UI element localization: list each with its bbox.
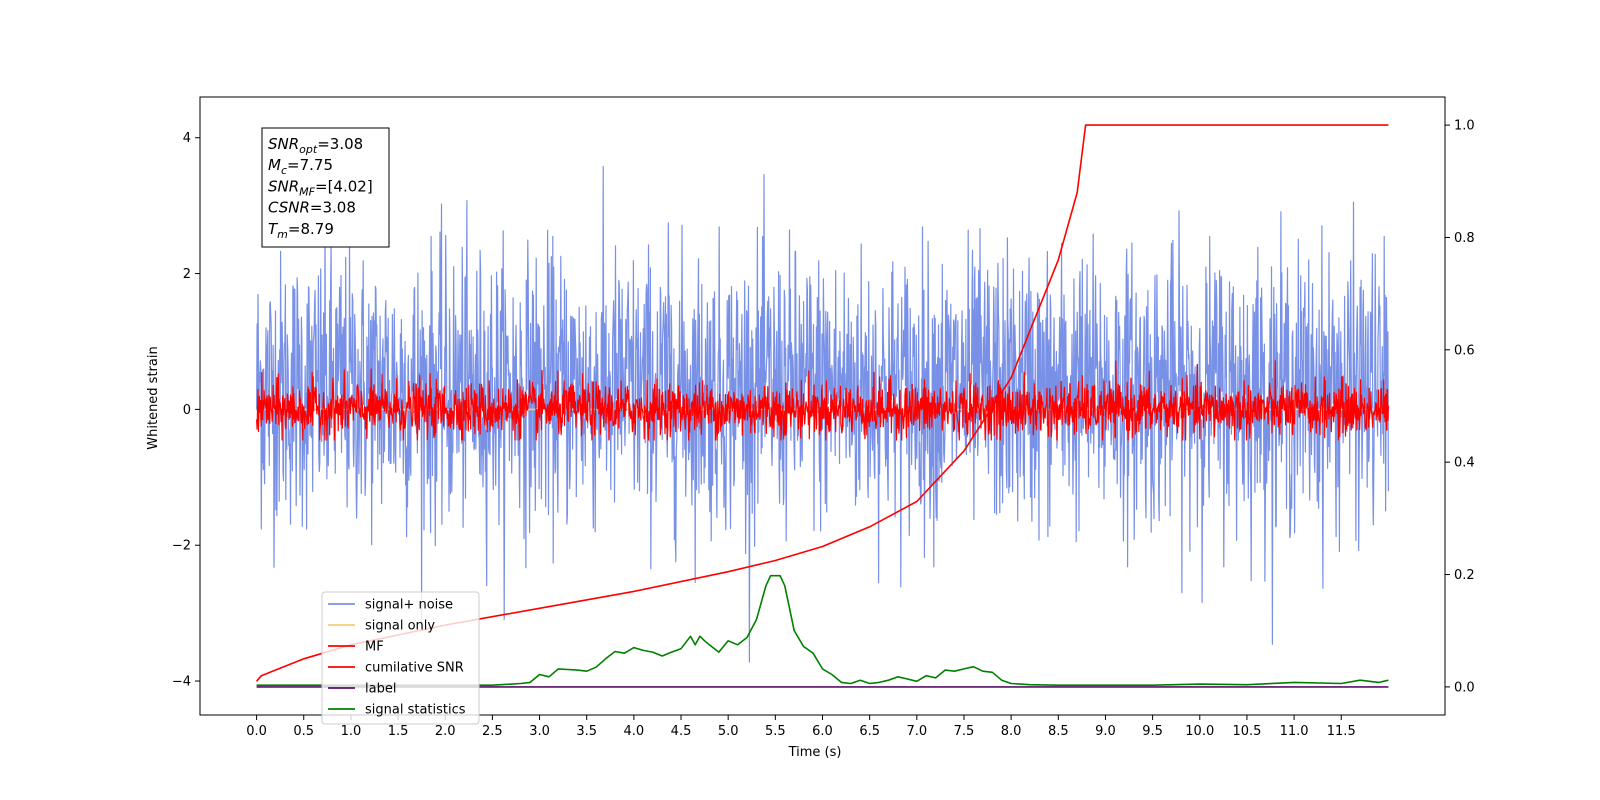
y2-tick-label: 0.2 (1454, 568, 1475, 583)
x-axis-label: Time (s) (788, 745, 842, 760)
x-tick-label: 11.5 (1327, 724, 1356, 739)
axes: 0.0 0.5 1.0 1.5 2.0 2.5 3.0 3.5 4.0 4.5 5.0 5.5 6.0 6… (172, 96, 1475, 739)
x-tick-label: 2.0 (435, 724, 456, 739)
legend-label-label: label (365, 682, 396, 697)
annotation-text: Mc=7.75 (268, 156, 333, 177)
x-tick-label: 8.5 (1048, 724, 1069, 739)
y-tick-label: 2 (183, 267, 191, 282)
x-tick-label: 5.5 (765, 724, 786, 739)
x-tick-label: 1.5 (388, 724, 409, 739)
x-tick-label: 1.0 (341, 724, 362, 739)
x-tick-label: 6.5 (859, 724, 880, 739)
x-tick-label: 9.5 (1142, 724, 1163, 739)
x-tick-label: 3.0 (529, 724, 550, 739)
legend-label-cumilative-snr: cumilative SNR (365, 661, 464, 676)
y-tick-label: −4 (172, 675, 191, 690)
x-tick-label: 8.0 (1001, 724, 1022, 739)
x-tick-label: 4.5 (671, 724, 692, 739)
annotation-text: SNRopt=3.08 (268, 135, 363, 156)
x-tick-label: 10.5 (1232, 724, 1261, 739)
x-tick-label: 9.0 (1095, 724, 1116, 739)
legend-label-signal-statistics: signal statistics (365, 703, 466, 718)
annotation-frame (261, 127, 390, 248)
annotation-text: SNRMF=[4.02] (268, 177, 373, 198)
legend-label-mf: MF (365, 640, 384, 655)
x-tick-label: 7.0 (906, 724, 927, 739)
y-tick-label: −2 (172, 539, 191, 554)
annotation-text: Tm=8.79 (268, 220, 334, 241)
y2-tick-label: 0.0 (1454, 680, 1475, 695)
x-tick-label: 0.5 (293, 724, 314, 739)
x-tick-label: 0.0 (246, 724, 267, 739)
annotation-text: CSNR=3.08 (268, 199, 356, 217)
y2-tick-label: 0.6 (1454, 343, 1475, 358)
x-tick-label: 7.5 (954, 724, 975, 739)
x-tick-label: 11.0 (1280, 724, 1309, 739)
legend-label-signal-only: signal only (365, 619, 435, 634)
y2-tick-label: 0.4 (1454, 456, 1475, 471)
series-mf (256, 360, 1389, 441)
legend-frame (321, 591, 480, 725)
series-signal-statistics (256, 574, 1389, 686)
y-tick-label: 0 (183, 403, 191, 418)
x-tick-label: 4.0 (624, 724, 645, 739)
y-tick-label: 4 (183, 131, 191, 146)
y-axis-label: Whitened strain (146, 346, 161, 449)
x-tick-label: 10.0 (1185, 724, 1214, 739)
series-signal-noise (256, 166, 1389, 663)
y2-tick-label: 1.0 (1454, 119, 1475, 134)
legend-label-signal-noise: signal+ noise (365, 598, 453, 613)
legend: signal+ noise signal only MF cumilative SNR… (321, 591, 480, 725)
y2-tick-label: 0.8 (1454, 231, 1475, 246)
x-tick-label: 2.5 (482, 724, 503, 739)
x-tick-label: 6.0 (812, 724, 833, 739)
x-tick-label: 3.5 (576, 724, 597, 739)
x-tick-label: 5.0 (718, 724, 739, 739)
